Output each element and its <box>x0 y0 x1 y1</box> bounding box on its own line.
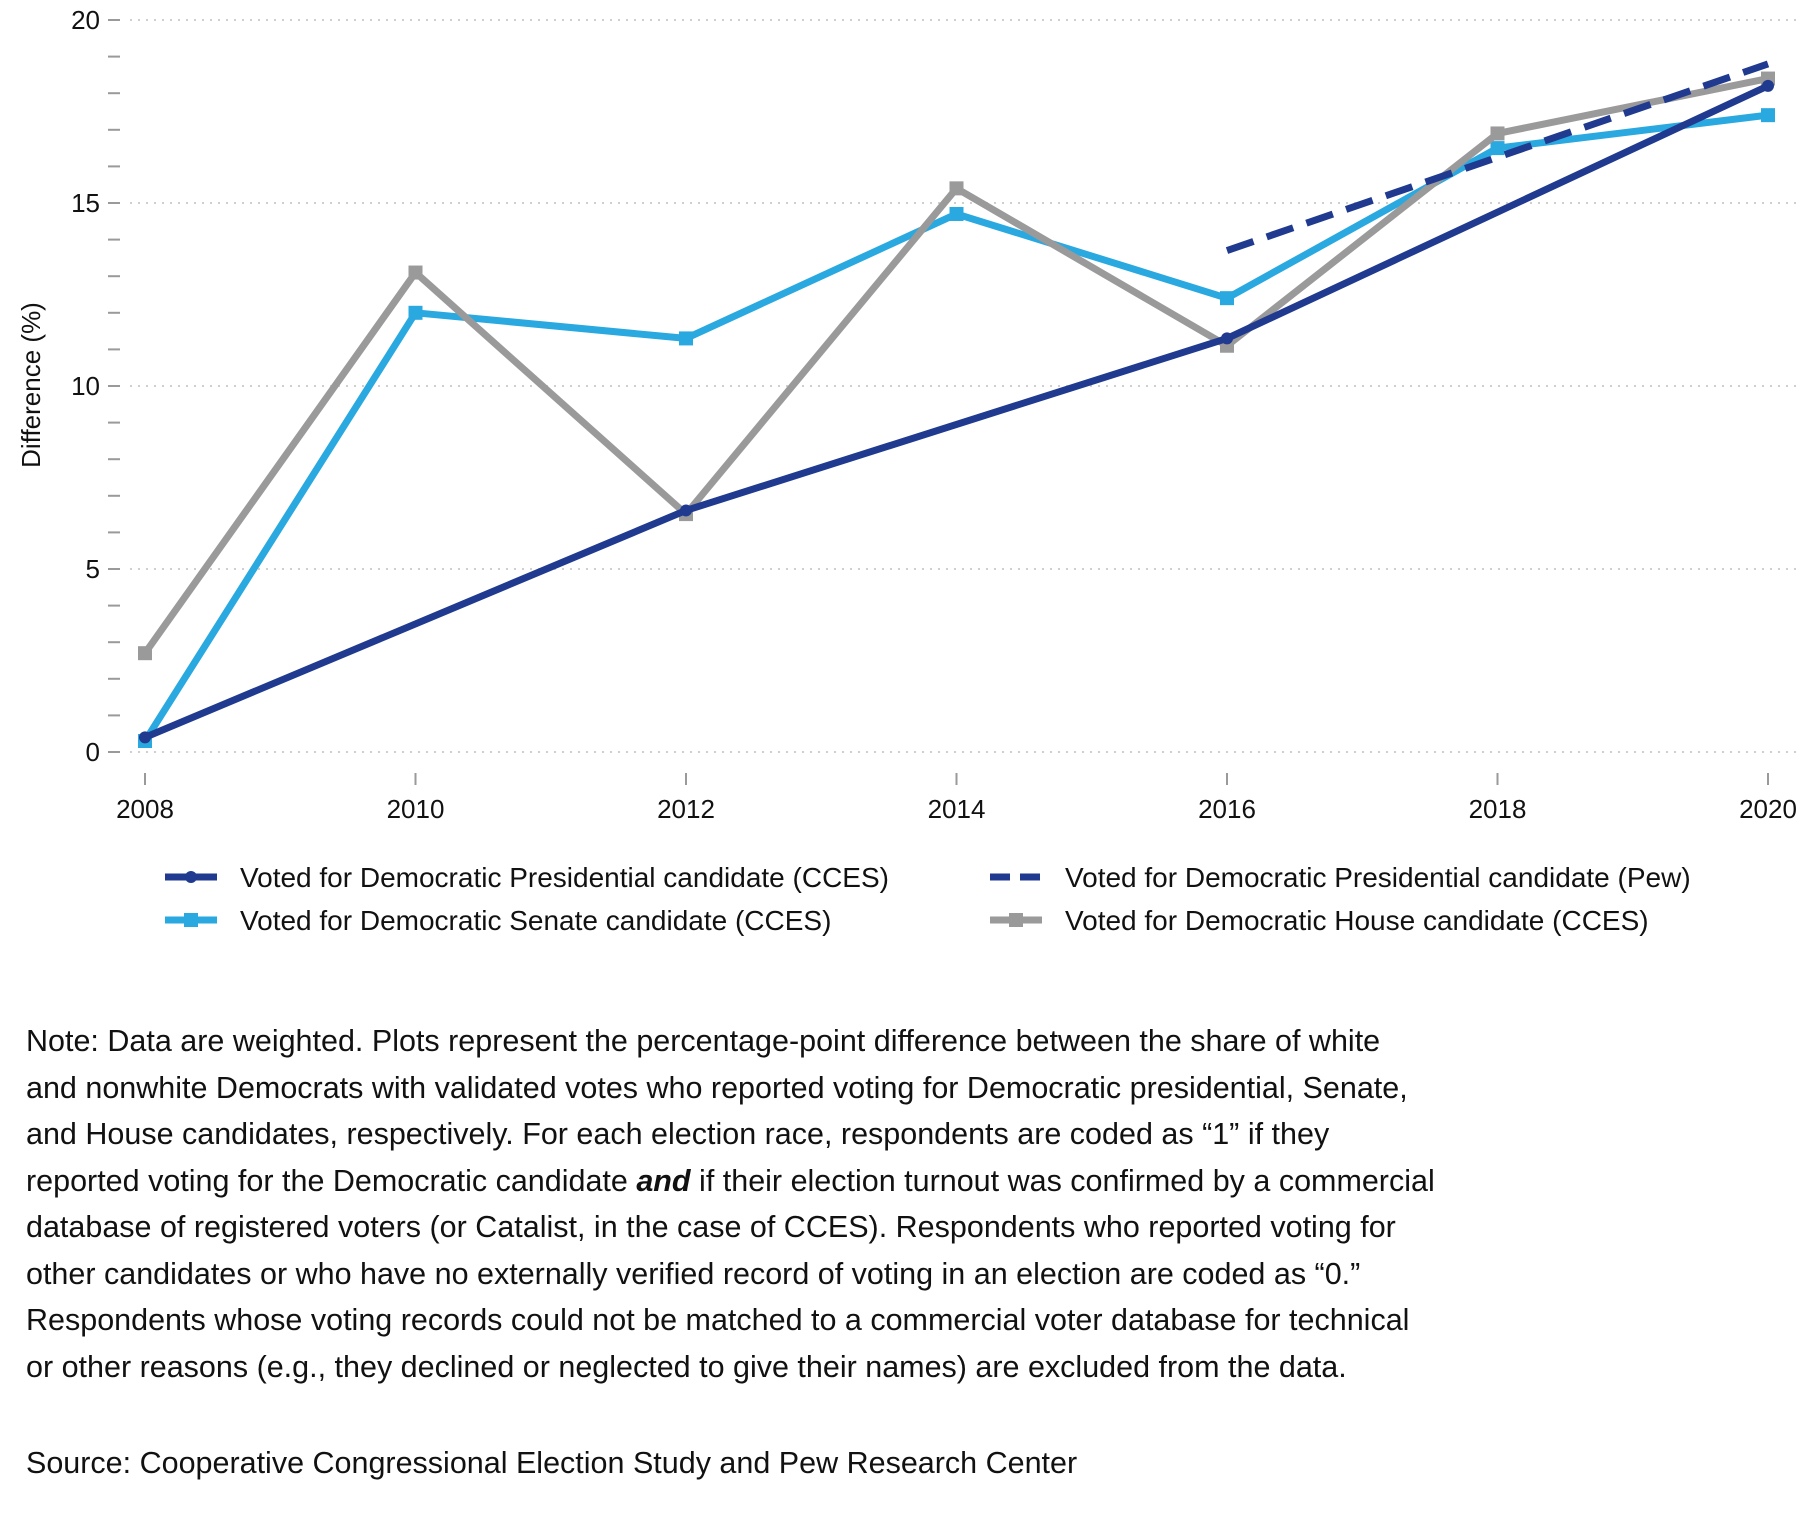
note-fragment: reported voting for the Democratic candi… <box>26 1163 637 1198</box>
x-tick-label: 2014 <box>928 794 986 824</box>
x-tick-label: 2018 <box>1469 794 1527 824</box>
data-point <box>1490 141 1505 156</box>
series-line <box>142 75 1769 656</box>
series-line <box>1225 60 1770 254</box>
legend-label: Voted for Democratic Presidential candid… <box>240 862 889 893</box>
x-tick-label: 2016 <box>1198 794 1256 824</box>
legend-label: Voted for Democratic Presidential candid… <box>1065 862 1691 893</box>
note-line: Respondents whose voting records could n… <box>26 1303 1410 1337</box>
data-point <box>139 731 151 744</box>
note-line: other candidates or who have no external… <box>26 1256 1361 1291</box>
y-axis-ticks: 0 5 10 15 20 <box>71 5 120 767</box>
note-line: and House candidates, respectively. For … <box>26 1117 1330 1151</box>
x-tick-label: 2010 <box>387 794 445 824</box>
data-point <box>1221 332 1233 345</box>
data-point <box>1220 291 1234 306</box>
data-point <box>680 504 692 517</box>
legend-marker <box>184 913 198 927</box>
y-tick-label: 5 <box>86 554 100 584</box>
x-tick-label: 2020 <box>1739 794 1797 824</box>
y-tick-label: 15 <box>71 188 100 218</box>
data-point <box>408 305 423 320</box>
series-lines <box>138 60 1775 749</box>
y-axis-title: Difference (%) <box>16 302 46 468</box>
note-text: Note: Data are weighted. Plots represent… <box>26 1018 1666 1390</box>
data-point <box>138 646 152 661</box>
data-point <box>949 206 964 221</box>
data-point <box>1761 108 1775 123</box>
y-tick-label: 10 <box>71 371 100 401</box>
line-chart: 0 5 10 15 20 2008 2010 2012 2014 2016 2018 2020 Di… <box>16 5 1800 936</box>
note-fragment: if their election turnout was confirmed … <box>690 1163 1435 1198</box>
note-line: reported voting for the Democratic candi… <box>26 1158 1666 1205</box>
x-axis-ticks: 2008 2010 2012 2014 2016 2018 2020 <box>116 773 1797 824</box>
x-tick-label: 2008 <box>116 794 174 824</box>
y-tick-label: 0 <box>86 737 100 767</box>
legend-label: Voted for Democratic Senate candidate (C… <box>240 905 831 936</box>
legend-label: Voted for Democratic House candidate (CC… <box>1065 905 1649 936</box>
data-point <box>1762 79 1774 92</box>
legend-marker <box>185 871 197 883</box>
note-line: Note: Data are weighted. Plots represent… <box>26 1024 1381 1058</box>
data-point <box>1490 126 1505 141</box>
data-point <box>408 265 423 280</box>
note-emphasis: and <box>636 1163 691 1198</box>
legend: Voted for Democratic Presidential candid… <box>165 862 1691 936</box>
note-line: database of registered voters (or Catali… <box>26 1210 1396 1244</box>
x-tick-label: 2012 <box>657 794 715 824</box>
y-tick-label: 20 <box>71 5 100 35</box>
series-line <box>143 82 1770 741</box>
legend-marker <box>1009 913 1023 927</box>
data-point <box>679 331 693 346</box>
data-point <box>949 181 964 196</box>
note-line: or other reasons (e.g., they declined or… <box>26 1349 1347 1384</box>
source-text: Source: Cooperative Congressional Electi… <box>26 1446 1078 1480</box>
note-line: and nonwhite Democrats with validated vo… <box>26 1070 1408 1105</box>
